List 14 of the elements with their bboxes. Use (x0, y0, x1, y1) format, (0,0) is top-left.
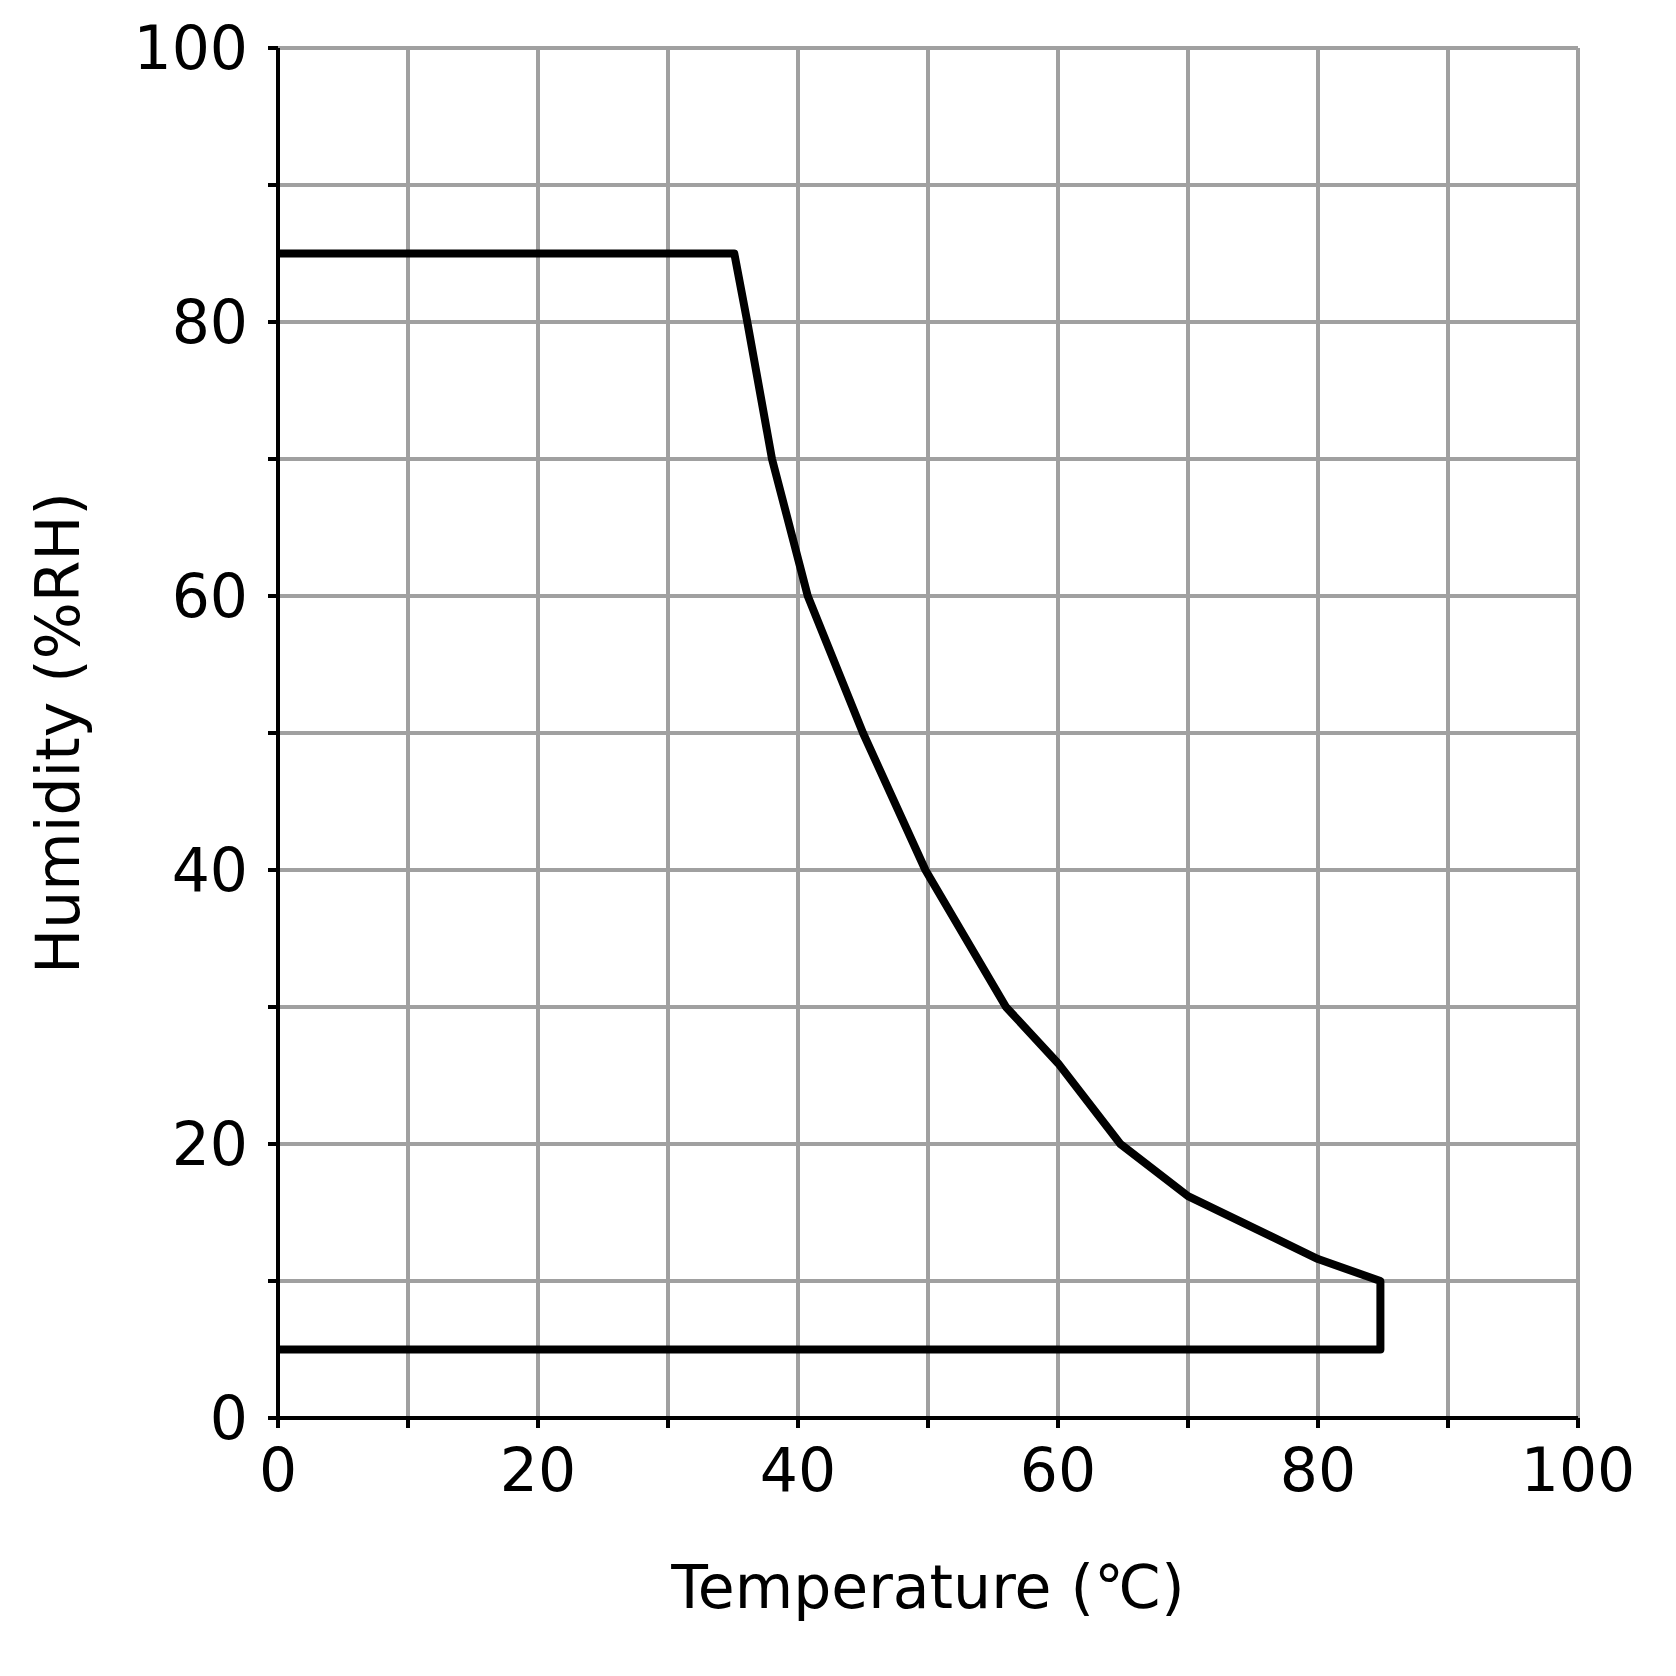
y-tick-label: 60 (171, 561, 248, 632)
x-axis-title: Temperature (℃) (670, 1552, 1185, 1622)
y-tick-label: 80 (171, 287, 248, 358)
x-tick-label: 60 (1019, 1434, 1097, 1505)
x-tick-label: 40 (759, 1434, 837, 1505)
y-tick-label: 100 (133, 13, 248, 84)
x-tick-label: 0 (258, 1434, 298, 1505)
x-tick-label: 80 (1279, 1434, 1357, 1505)
x-tick-label: 20 (499, 1434, 577, 1505)
y-tick-label: 20 (171, 1109, 248, 1180)
y-axis-title: Humidity (%RH) (23, 492, 94, 974)
y-tick-label: 0 (209, 1383, 248, 1454)
x-tick-label: 100 (1520, 1434, 1636, 1505)
y-tick-label: 40 (171, 835, 248, 906)
